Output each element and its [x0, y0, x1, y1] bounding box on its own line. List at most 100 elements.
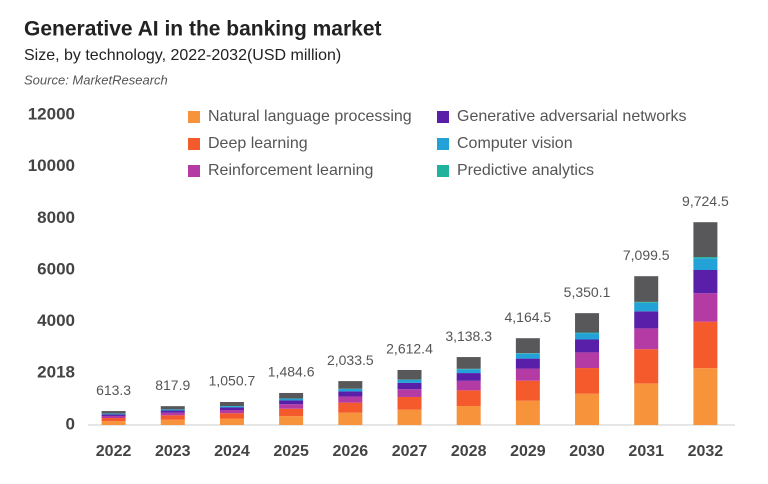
bar-segment [693, 293, 718, 322]
bar-segment [575, 339, 600, 353]
bar-segment [515, 353, 540, 354]
bar-segment [575, 333, 600, 340]
bar-segment [456, 369, 481, 374]
bar-segment [397, 409, 422, 425]
bar-segment [634, 301, 659, 303]
total-label: 1,050.7 [209, 373, 256, 389]
chart-title: Generative AI in the banking market [24, 18, 382, 41]
x-tick-label: 2027 [392, 443, 428, 460]
bar-segment [338, 391, 363, 397]
total-label: 4,164.5 [505, 309, 552, 325]
x-tick-label: 2028 [451, 443, 487, 460]
bar-segment [338, 412, 363, 425]
y-tick-label: 10000 [28, 156, 75, 175]
bar-segment [279, 398, 304, 401]
bar-segment [338, 381, 363, 389]
y-tick-label: 2018 [37, 362, 75, 381]
bar-segment [101, 418, 126, 422]
total-label: 7,099.5 [623, 247, 670, 263]
legend-label: Deep learning [208, 135, 308, 152]
legend-swatch [188, 138, 200, 150]
bar-segment [515, 380, 540, 401]
bar-segment [101, 411, 126, 414]
x-tick-label: 2023 [155, 443, 191, 460]
bar-segment [160, 412, 185, 416]
bar-segment [634, 383, 659, 425]
bar-segment [693, 321, 718, 369]
bar-segment [634, 349, 659, 384]
bar-segment [456, 357, 481, 369]
bar-segment [279, 400, 304, 405]
bar-segment [397, 369, 422, 380]
bar-segment [693, 258, 718, 270]
bar-segment [279, 404, 304, 409]
bar-segment [219, 406, 244, 408]
bar-segment [693, 222, 718, 258]
bar-segment [397, 379, 422, 383]
bar-segment [101, 421, 126, 425]
bar-segment [397, 382, 422, 390]
legend-label: Generative adversarial networks [457, 108, 686, 125]
bar-segment [219, 413, 244, 419]
y-tick-label: 12000 [28, 104, 75, 123]
bar-segment [693, 368, 718, 425]
bar-segment [575, 393, 600, 425]
bar-segment [338, 402, 363, 413]
legend-label: Predictive analytics [457, 162, 594, 179]
x-tick-label: 2032 [688, 443, 724, 460]
total-label: 9,724.5 [682, 193, 729, 209]
x-tick-label: 2029 [510, 443, 546, 460]
legend-swatch [188, 165, 200, 177]
bar-segment [575, 352, 600, 369]
bar-segment [515, 368, 540, 381]
bar-segment [160, 409, 185, 411]
bar-segment [515, 358, 540, 369]
bar-segment [101, 413, 126, 415]
bar-segment [219, 407, 244, 411]
bar-segment [160, 410, 185, 413]
bar-segment [456, 406, 481, 425]
bar-segment [279, 392, 304, 399]
bar-segment [634, 328, 659, 350]
bar-segment [515, 338, 540, 354]
bar-segment [634, 302, 659, 312]
bar-segment [693, 257, 718, 259]
total-label: 817.9 [155, 377, 190, 393]
bar-segment [338, 388, 363, 392]
bar-segment [101, 415, 126, 419]
bar-segment [219, 418, 244, 425]
chart-subtitle: Size, by technology, 2022-2032(USD milli… [24, 47, 341, 64]
x-tick-label: 2031 [628, 443, 664, 460]
bar-segment [338, 396, 363, 403]
bar-segment [397, 396, 422, 410]
bar-segment [219, 410, 244, 414]
y-tick-label: 6000 [37, 259, 75, 278]
bar-segment [575, 313, 600, 333]
bar-segment [101, 414, 126, 416]
legend-swatch [437, 165, 449, 177]
bar-segment [279, 408, 304, 417]
x-tick-label: 2024 [214, 443, 250, 460]
legend-swatch [437, 138, 449, 150]
legend-swatch [188, 111, 200, 123]
total-label: 5,350.1 [564, 284, 611, 300]
bar-segment [634, 311, 659, 329]
y-tick-label: 8000 [37, 208, 75, 227]
total-label: 1,484.6 [268, 364, 315, 380]
x-tick-label: 2026 [333, 443, 369, 460]
bar-segment [160, 415, 185, 420]
bar-segment [575, 368, 600, 394]
x-tick-label: 2030 [569, 443, 605, 460]
source: Source: MarketResearch [24, 72, 168, 87]
total-label: 2,033.5 [327, 352, 374, 368]
total-label: 2,612.4 [386, 341, 433, 357]
legend-label: Computer vision [457, 135, 573, 152]
legend-label: Reinforcement learning [208, 162, 373, 179]
y-tick-label: 0 [66, 414, 75, 433]
bar-segment [160, 406, 185, 410]
bar-segment [456, 380, 481, 391]
bar-segment [456, 373, 481, 381]
bar-segment [515, 400, 540, 425]
bar-segment [279, 416, 304, 425]
